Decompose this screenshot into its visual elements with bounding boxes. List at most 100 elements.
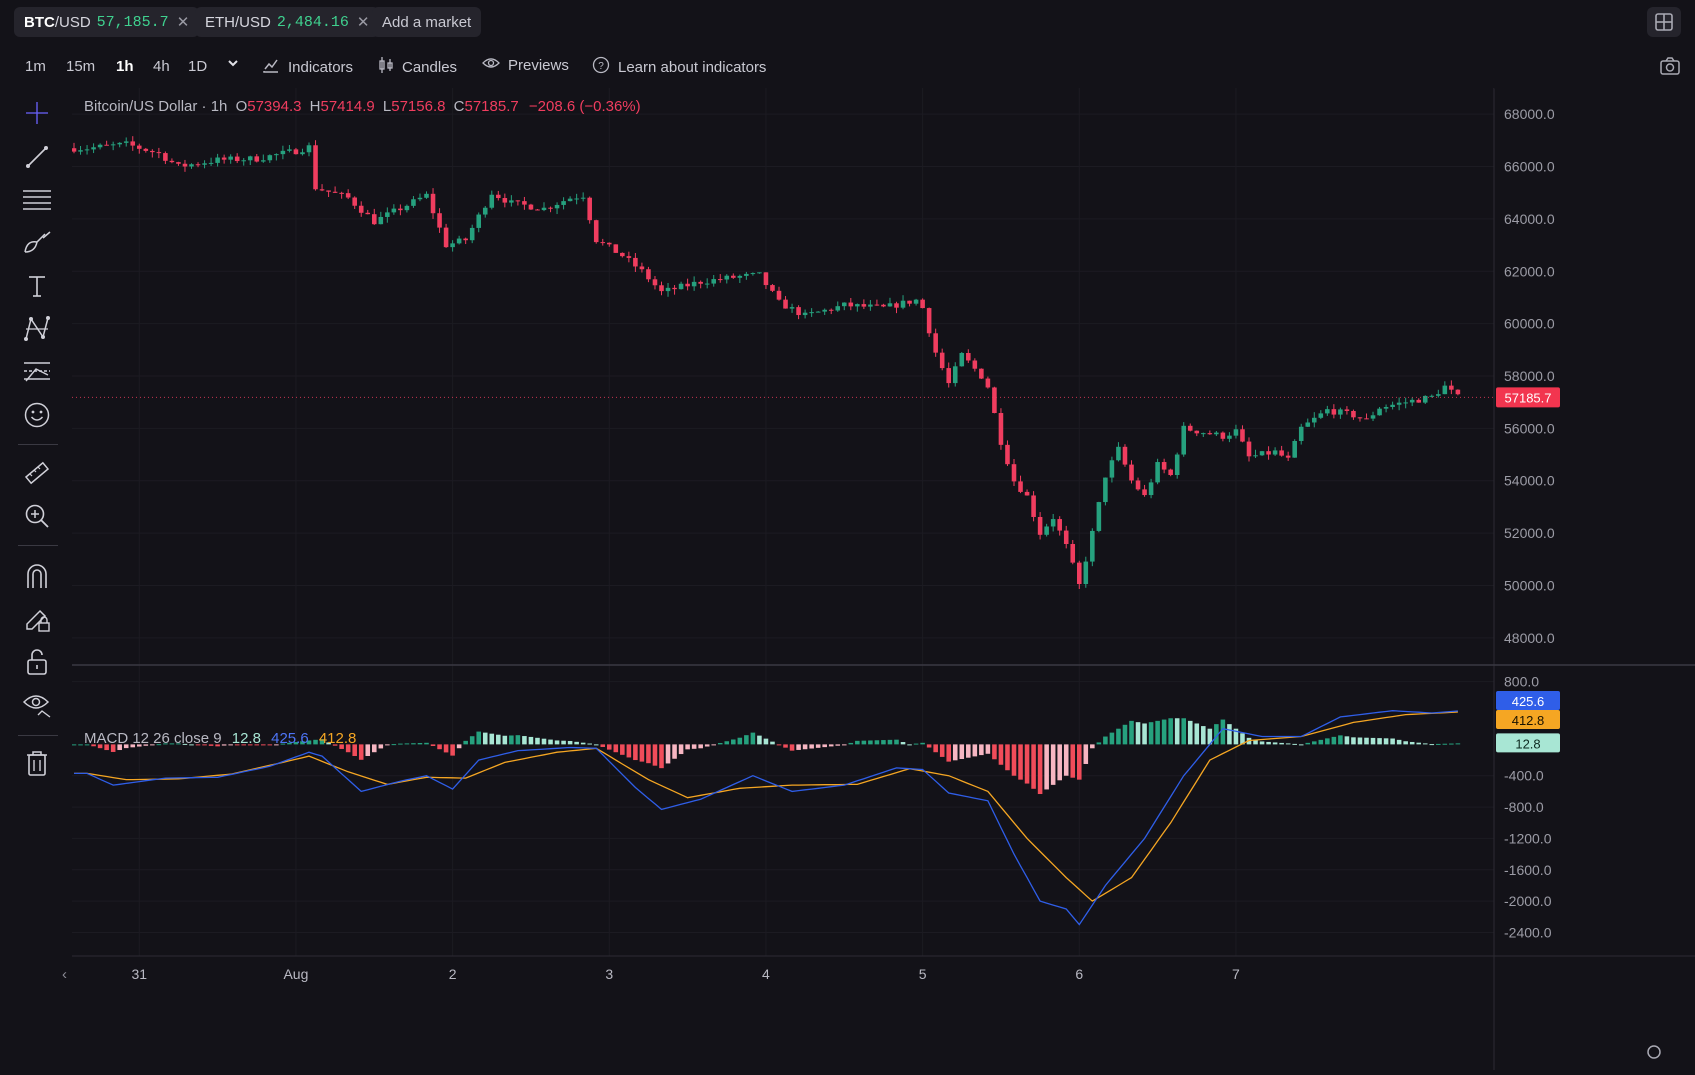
candle (1449, 385, 1454, 390)
candle (600, 242, 606, 244)
crosshair-icon[interactable] (22, 98, 52, 128)
emoji-icon[interactable] (22, 400, 52, 430)
histogram-bar (313, 739, 318, 745)
histogram-bar (1272, 742, 1278, 745)
candle (946, 368, 952, 384)
chart-area[interactable]: 68000.0 66000.0 64000.0 62000.0 60000.0 58000… (62, 88, 1695, 1070)
histogram-bar (561, 740, 566, 745)
camera-icon[interactable] (1659, 56, 1681, 80)
histogram-bar (437, 744, 442, 750)
market-tabs-bar: BTC/USD 57,185.7 ✕ ETH/USD 2,484.16 ✕ Ad… (0, 0, 1695, 46)
histogram-bar (985, 744, 991, 754)
histogram-bar (1201, 726, 1206, 745)
candle (378, 216, 384, 225)
candle (150, 150, 155, 153)
market-tab-eth[interactable]: ETH/USD 2,484.16 ✕ (195, 7, 380, 37)
histogram-bar (1311, 741, 1317, 745)
candle (313, 145, 318, 190)
candle (502, 198, 508, 203)
indicators-button[interactable]: Indicators (262, 56, 353, 78)
pattern-icon[interactable] (22, 314, 52, 344)
chevron-left-icon[interactable]: ‹ (62, 966, 67, 983)
histogram-bar (724, 741, 730, 745)
candles-button[interactable]: Candles (378, 56, 457, 78)
timeframe-1h[interactable]: 1h (116, 58, 134, 75)
macd-y-tick-label: -2000.0 (1504, 893, 1552, 909)
candle (613, 244, 619, 253)
candle (476, 214, 482, 228)
candle (254, 156, 260, 162)
candle (757, 272, 762, 274)
timeframe-15m[interactable]: 15m (66, 58, 96, 75)
histogram-bar (163, 743, 168, 745)
timeframe-1d[interactable]: 1D (188, 58, 208, 75)
histogram-bar (463, 740, 468, 745)
lock-drawing-icon[interactable] (22, 604, 52, 634)
candle (1233, 429, 1239, 436)
candle (593, 220, 599, 243)
hist-value-badge (1496, 733, 1560, 753)
histogram-bar (509, 735, 514, 745)
horizontal-lines-icon[interactable] (22, 185, 52, 215)
histogram-bar (998, 744, 1004, 765)
histogram-bar (1325, 738, 1330, 745)
candle (450, 243, 455, 248)
divider (18, 444, 58, 445)
candle (1311, 417, 1317, 423)
add-market-button[interactable]: Add a market (372, 7, 482, 37)
layout-grid-icon[interactable] (1647, 7, 1681, 37)
magnet-icon[interactable] (22, 561, 52, 591)
learn-indicators-link[interactable]: ? Learn about indicators (592, 56, 766, 78)
histogram-bar (580, 742, 586, 745)
eye-visibility-icon[interactable] (22, 690, 52, 720)
histogram-bar (979, 744, 984, 756)
ruler-icon[interactable] (22, 458, 52, 488)
histogram-bar (189, 744, 194, 746)
brush-icon[interactable] (22, 228, 52, 258)
candle (189, 164, 194, 167)
histogram-bar (946, 744, 952, 762)
histogram-bar (646, 744, 651, 764)
market-tab-btc[interactable]: BTC/USD 57,185.7 ✕ (14, 7, 200, 37)
settings-gear-icon[interactable] (1647, 1045, 1661, 1059)
histogram-bar (476, 731, 482, 745)
previews-button[interactable]: Previews (482, 56, 569, 74)
x-tick-label: Aug (283, 966, 308, 982)
histogram-bar (783, 744, 788, 748)
candle (691, 281, 697, 287)
candle (561, 201, 566, 205)
histogram-bar (489, 733, 495, 745)
histogram-bar (1292, 743, 1297, 745)
candle (711, 279, 717, 284)
histogram-bar (868, 740, 873, 745)
histogram-bar (744, 735, 749, 745)
histogram-bar (731, 739, 736, 745)
candle (1057, 519, 1062, 531)
zoom-in-icon[interactable] (22, 501, 52, 531)
trash-icon[interactable] (22, 748, 52, 778)
candle (293, 149, 299, 155)
candle (1370, 415, 1376, 419)
candle (802, 312, 808, 316)
price-chart[interactable]: 68000.0 66000.0 64000.0 62000.0 60000.0 58000… (72, 88, 1695, 1070)
timeframe-1m[interactable]: 1m (25, 58, 46, 75)
candle (966, 352, 971, 361)
market-price: 2,484.16 (276, 13, 349, 31)
close-icon[interactable]: ✕ (176, 14, 190, 31)
candle (1455, 389, 1461, 395)
close-icon[interactable]: ✕ (356, 14, 370, 31)
candle (1436, 394, 1441, 396)
text-icon[interactable] (22, 271, 52, 301)
unlock-icon[interactable] (22, 647, 52, 677)
histogram-bar (202, 744, 207, 746)
histogram-bar (1318, 739, 1324, 745)
high-key: H (309, 98, 321, 115)
candle (228, 156, 233, 160)
fib-icon[interactable] (22, 357, 52, 387)
timeframe-4h[interactable]: 4h (153, 58, 170, 75)
histogram-bar (1422, 743, 1428, 745)
candle (424, 193, 429, 198)
trend-line-icon[interactable] (22, 142, 52, 172)
chevron-down-icon[interactable] (226, 56, 240, 70)
candle (1357, 417, 1363, 419)
